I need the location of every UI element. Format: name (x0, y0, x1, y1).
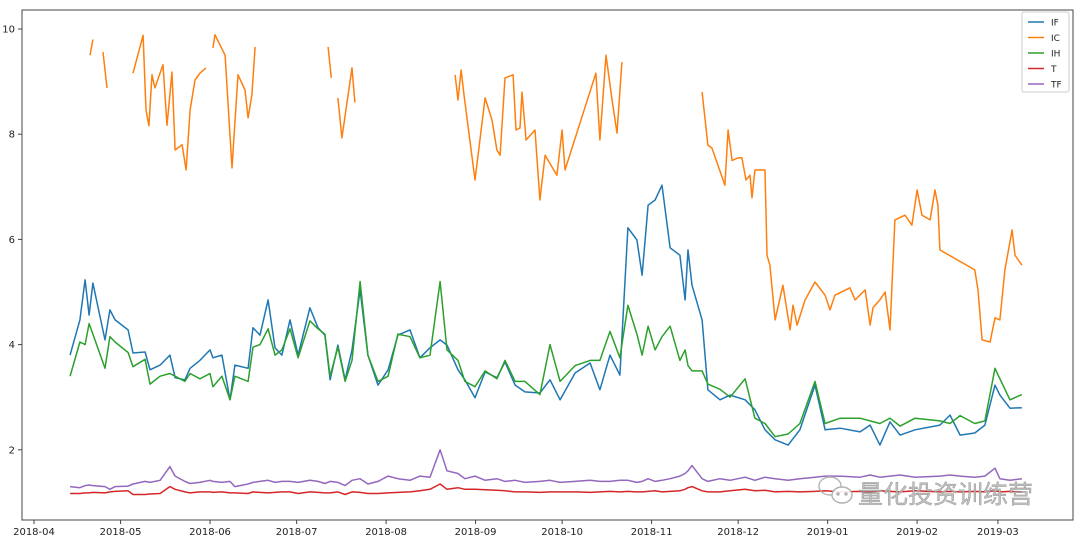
series-ih (69, 280, 1023, 438)
series-line-ic (454, 54, 623, 201)
series-line-ic (337, 67, 356, 139)
series-tf (70, 449, 1022, 491)
series-line-tf (70, 449, 1022, 491)
legend-label-tf: TF (1050, 81, 1062, 91)
watermark: 量化投资训练营 (818, 476, 1033, 509)
legend-box (1021, 11, 1070, 93)
x-tick-label: 2018-05 (100, 527, 142, 538)
y-tick-label: 8 (9, 130, 15, 141)
watermark-text: 量化投资训练营 (858, 480, 1033, 509)
series-layer (69, 34, 1023, 496)
x-tick-label: 2018-06 (189, 527, 231, 538)
y-tick-label: 2 (9, 445, 15, 456)
legend-label-ic: IC (1051, 34, 1060, 44)
y-tick-label: 4 (9, 340, 15, 351)
axes: 2018-04 2018-05 2018-06 2018-07 2018-08 2018-… (2, 25, 1019, 539)
legend: IF IC IH T TF (1021, 11, 1070, 93)
series-t (70, 483, 1022, 496)
x-tick-label: 2018-04 (13, 527, 55, 538)
series-line-ic (327, 46, 333, 78)
series-line-ic (102, 52, 108, 88)
x-tick-label: 2018-07 (276, 527, 318, 538)
x-tick-label: 2019-03 (977, 527, 1019, 538)
y-tick-label: 6 (9, 235, 15, 246)
legend-label-if: IF (1051, 19, 1059, 29)
series-line-ic (89, 39, 94, 56)
y-tick-label: 10 (2, 25, 15, 36)
plot-area (21, 9, 1074, 521)
x-tick-label: 2019-02 (896, 527, 938, 538)
legend-label-t: T (1050, 65, 1057, 75)
series-line-ic (701, 92, 1023, 343)
x-tick-label: 2018-11 (631, 527, 673, 538)
x-tick-label: 2018-09 (455, 527, 497, 538)
x-tick-label: 2018-10 (541, 527, 583, 538)
series-ic (89, 34, 1023, 343)
series-line-ic (212, 34, 256, 169)
series-line-ih (69, 280, 1023, 438)
series-line-t (70, 483, 1022, 496)
x-tick-label: 2018-08 (365, 527, 407, 538)
wechat-icon (818, 476, 853, 504)
x-tick-label: 2018-12 (717, 527, 759, 538)
legend-label-ih: IH (1051, 50, 1060, 60)
series-line-ic (132, 34, 207, 171)
x-tick-label: 2019-01 (807, 527, 849, 538)
